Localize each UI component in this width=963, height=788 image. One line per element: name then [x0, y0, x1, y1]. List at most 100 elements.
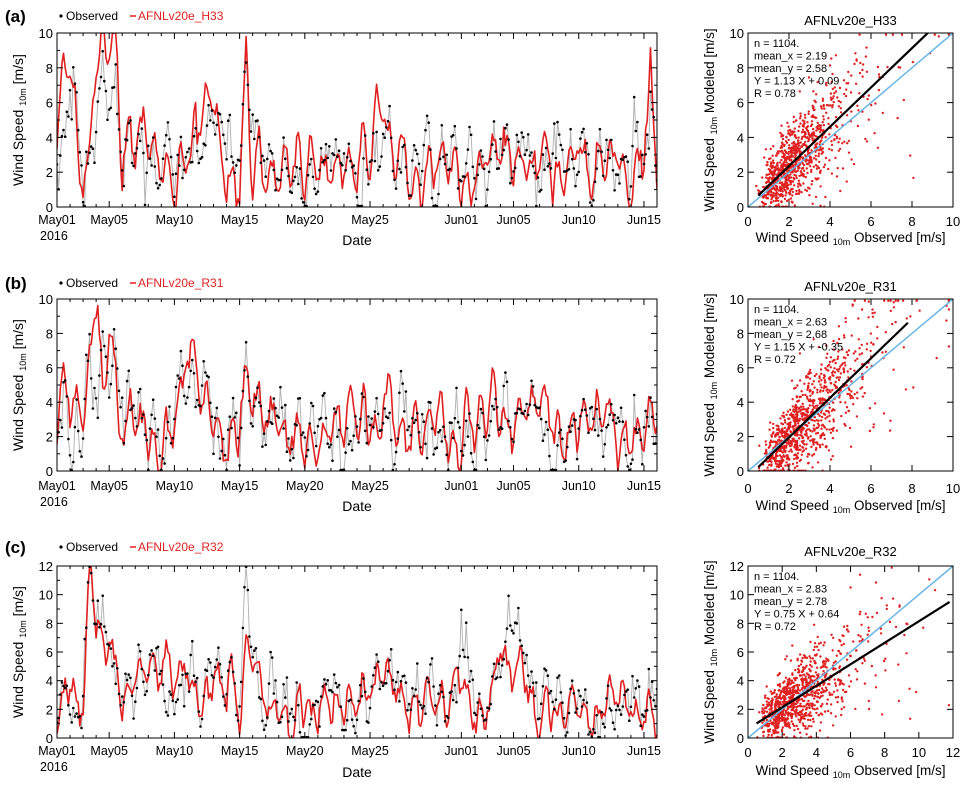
- observed-point: [546, 428, 550, 432]
- y-tick-label: 8: [737, 61, 744, 76]
- observed-point: [213, 416, 217, 420]
- observed-point: [598, 127, 602, 131]
- scatter-point: [844, 401, 847, 404]
- observed-point: [641, 153, 644, 157]
- scatter-point: [769, 201, 773, 204]
- observed-point: [89, 571, 93, 575]
- observed-point: [166, 714, 170, 717]
- scatter-point: [795, 691, 798, 695]
- scatter-point: [791, 194, 794, 197]
- observed-point: [403, 410, 406, 413]
- scatter-point: [837, 149, 840, 152]
- scatter-point: [821, 99, 825, 103]
- observed-point: [191, 160, 194, 164]
- scatter-point: [855, 58, 858, 61]
- scatter-point: [814, 654, 817, 657]
- scatter-point: [832, 339, 835, 343]
- observed-point: [645, 133, 649, 136]
- observed-point: [109, 106, 113, 110]
- observed-point: [282, 427, 285, 430]
- scatter-point: [778, 435, 781, 439]
- scatter-point: [820, 139, 823, 142]
- observed-point: [297, 182, 300, 186]
- scatter-point: [833, 86, 836, 89]
- scatter-point: [836, 700, 839, 704]
- observed-point: [249, 645, 253, 649]
- scatter-point: [778, 720, 781, 723]
- scatter-point: [892, 306, 896, 309]
- scatter-point: [796, 452, 800, 455]
- observed-point: [497, 428, 501, 432]
- scatter-point: [791, 155, 795, 158]
- scatter-point: [830, 172, 834, 175]
- observed-point: [407, 702, 411, 706]
- scatter-point: [902, 98, 905, 102]
- observed-point: [345, 718, 349, 722]
- scatter-point: [845, 180, 848, 183]
- scatter-point: [808, 377, 812, 380]
- observed-point: [303, 436, 307, 439]
- scatter-point: [812, 648, 815, 652]
- observed-point: [567, 425, 571, 429]
- scatter-point: [839, 372, 843, 375]
- scatter-point: [765, 685, 768, 688]
- observed-point: [466, 148, 470, 151]
- observed-point: [282, 683, 285, 686]
- scatter-point: [817, 380, 821, 383]
- scatter-point: [801, 450, 804, 453]
- observed-point: [205, 124, 209, 127]
- observed-point: [83, 637, 86, 641]
- observed-point: [210, 415, 214, 419]
- scatter-point: [816, 431, 820, 435]
- scatter-point: [766, 722, 769, 725]
- observed-point: [489, 702, 493, 706]
- scatter-point: [787, 440, 790, 444]
- scatter-point: [786, 187, 789, 190]
- observed-point: [595, 167, 598, 170]
- scatter-point: [765, 710, 769, 713]
- scatter-point: [787, 138, 790, 142]
- observed-point: [332, 153, 336, 157]
- observed-point: [151, 398, 155, 402]
- scatter-point: [845, 88, 848, 91]
- scatter-point: [794, 668, 797, 672]
- observed-point: [642, 715, 646, 718]
- scatter-point: [847, 376, 850, 379]
- scatter-point: [794, 386, 797, 389]
- observed-point: [120, 695, 124, 698]
- scatter-point: [874, 674, 877, 677]
- scatter-point: [853, 393, 856, 396]
- observed-point: [388, 658, 391, 662]
- observed-point: [401, 145, 405, 149]
- observed-point: [500, 153, 504, 157]
- scatter-point: [788, 450, 791, 453]
- observed-point: [119, 703, 122, 707]
- scatter-point: [832, 348, 836, 351]
- observed-point: [510, 629, 514, 632]
- scatter-point: [810, 725, 813, 728]
- scatter-point: [785, 135, 788, 139]
- scatter-point: [813, 157, 816, 160]
- scatter-point: [811, 679, 814, 682]
- scatter-point: [804, 727, 807, 730]
- observed-point: [601, 174, 605, 178]
- x-tick-label: 2: [779, 745, 786, 760]
- scatter-point: [782, 416, 786, 419]
- scatter-point: [945, 319, 948, 322]
- observed-point: [557, 431, 561, 434]
- observed-point: [125, 138, 129, 142]
- scatter-point: [789, 130, 793, 133]
- scatter-point: [815, 167, 819, 170]
- scatter-point: [861, 386, 864, 389]
- scatter-point: [804, 160, 807, 163]
- observed-point: [218, 662, 222, 666]
- scatter-point: [784, 177, 787, 180]
- observed-point: [587, 733, 590, 736]
- scatter-point: [827, 449, 831, 452]
- scatter-point: [806, 462, 810, 465]
- scatter-point: [894, 320, 897, 324]
- scatter-point: [825, 688, 829, 692]
- scatter-point: [800, 191, 803, 194]
